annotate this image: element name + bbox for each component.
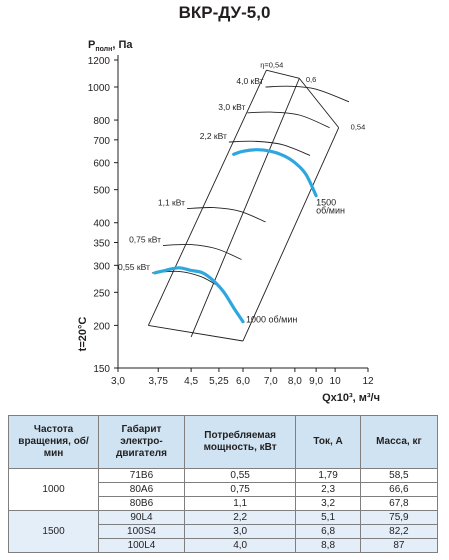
header-mass: Масса, кг bbox=[359, 415, 439, 469]
x-tick-label: 12 bbox=[362, 376, 374, 387]
curve-label: 1500 bbox=[316, 197, 336, 207]
cell-speed: 1000 bbox=[7, 468, 100, 511]
cell-motor: 80А6 bbox=[98, 482, 185, 497]
power-label: 4,0 кВт bbox=[236, 76, 263, 86]
curve-label: 1000 об/мин bbox=[246, 314, 297, 324]
power-line bbox=[187, 207, 266, 223]
speed-line bbox=[190, 78, 300, 338]
table-row: 100L4 4,0 8,8 87 bbox=[9, 538, 439, 553]
y-axis-title-unit: , Па bbox=[112, 39, 133, 51]
header-motor: Габарит электро-двигателя bbox=[98, 415, 185, 469]
performance-chart: 3,0 3,75 4,5 5,25 6,0 7,0 8,0 9,0 10 12 150 200 250 3… bbox=[77, 39, 380, 404]
curve-label: об/мин bbox=[316, 206, 345, 216]
cell-current: 1,79 bbox=[295, 468, 361, 483]
power-line bbox=[228, 140, 311, 156]
cell-motor: 100S4 bbox=[98, 524, 185, 539]
cell-current: 8,8 bbox=[295, 538, 361, 553]
page-title: ВКР-ДУ-5,0 bbox=[178, 3, 271, 22]
y-tick-label: 700 bbox=[93, 136, 110, 147]
cell-motor: 90L4 bbox=[98, 510, 185, 525]
y-tick-label: 150 bbox=[93, 364, 110, 375]
power-label: 3,0 кВт bbox=[218, 102, 245, 112]
cell-power: 1,1 bbox=[183, 496, 297, 511]
power-line bbox=[151, 270, 220, 287]
cell-current: 5,1 bbox=[295, 510, 361, 525]
power-label: 1,1 кВт bbox=[158, 198, 185, 208]
y-tick-label: 800 bbox=[93, 116, 110, 127]
y-tick-label: 600 bbox=[93, 159, 110, 170]
cell-power: 0,55 bbox=[183, 468, 297, 483]
cell-motor: 71В6 bbox=[98, 468, 185, 483]
x-tick-label: 10 bbox=[330, 376, 342, 387]
cell-speed: 1500 bbox=[7, 510, 100, 553]
y-tick-label: 1200 bbox=[88, 56, 111, 67]
power-label: 2,2 кВт bbox=[200, 131, 227, 141]
reference-lines bbox=[147, 69, 350, 342]
x-tick-label: 4,5 bbox=[184, 376, 198, 387]
power-label: 0,55 кВт bbox=[118, 262, 150, 272]
x-tick-label: 5,25 bbox=[209, 376, 229, 387]
cell-mass: 58,5 bbox=[359, 468, 439, 483]
y-tick-label: 350 bbox=[93, 239, 110, 250]
x-tick-label: 6,0 bbox=[236, 376, 250, 387]
x-tick-label: 3,0 bbox=[111, 376, 125, 387]
cell-current: 3,2 bbox=[295, 496, 361, 511]
series-curve-1000 bbox=[153, 266, 245, 324]
x-tick-label: 7,0 bbox=[264, 376, 278, 387]
x-tick-label: 3,75 bbox=[149, 376, 169, 387]
series-curve-1500 bbox=[232, 148, 318, 198]
header-current: Ток, А bbox=[295, 415, 361, 469]
cell-mass: 66,6 bbox=[359, 482, 439, 497]
y-tick-label: 500 bbox=[93, 186, 110, 197]
x-tick-label: 9,0 bbox=[309, 376, 323, 387]
table-row: 80А6 0,75 2,3 66,6 bbox=[9, 482, 439, 497]
power-line bbox=[247, 111, 330, 129]
table-row: 100S4 3,0 6,8 82,2 bbox=[9, 524, 439, 539]
chart-labels: 0,55 кВт 0,75 кВт 1,1 кВт 2,2 кВт 3,0 кВт 4,0… bbox=[118, 61, 365, 325]
cell-power: 0,75 bbox=[183, 482, 297, 497]
table-row: 1500 90L4 2,2 5,1 75,9 bbox=[7, 510, 439, 553]
x-tick-label: 8,0 bbox=[288, 376, 302, 387]
series-curves bbox=[153, 148, 318, 324]
spec-table: Частота вращения, об/мин Габарит электро… bbox=[7, 415, 439, 553]
cell-current: 2,3 bbox=[295, 482, 361, 497]
power-line bbox=[162, 244, 242, 260]
cell-power: 3,0 bbox=[183, 524, 297, 539]
y-tick-label: 1000 bbox=[88, 83, 111, 94]
speed-line bbox=[242, 127, 340, 342]
cell-power: 2,2 bbox=[183, 510, 297, 525]
cell-power: 4,0 bbox=[183, 538, 297, 553]
x-axis-title: Qx10³, м³/ч bbox=[322, 392, 380, 404]
table-row: 1000 71В6 0,55 1,79 58,5 bbox=[7, 468, 439, 511]
cell-mass: 87 bbox=[359, 538, 439, 553]
cell-motor: 100L4 bbox=[98, 538, 185, 553]
header-speed: Частота вращения, об/мин bbox=[7, 415, 100, 469]
efficiency-line bbox=[148, 324, 244, 342]
axes: 3,0 3,75 4,5 5,25 6,0 7,0 8,0 9,0 10 12 150 200 250 3… bbox=[77, 39, 380, 404]
table-row: 80В6 1,1 3,2 67,8 bbox=[9, 496, 439, 511]
y-tick-label: 250 bbox=[93, 288, 110, 299]
y-axis-title: Pполн, Па bbox=[88, 39, 133, 53]
power-label: 0,75 кВт bbox=[129, 234, 161, 244]
speed-line bbox=[147, 70, 267, 326]
table-header-row: Частота вращения, об/мин Габарит электро… bbox=[7, 415, 439, 469]
power-line bbox=[265, 85, 350, 103]
y-tick-label: 400 bbox=[93, 219, 110, 230]
header-power: Потребляемая мощность, кВт bbox=[183, 415, 297, 469]
y-tick-label: 200 bbox=[93, 321, 110, 332]
side-label: t=20°C bbox=[77, 317, 89, 352]
efficiency-line bbox=[266, 69, 300, 79]
efficiency-label: 0,54 bbox=[351, 123, 366, 132]
y-axis-title-main: P bbox=[88, 39, 95, 51]
y-axis-title-sub: полн bbox=[95, 46, 112, 53]
cell-current: 6,8 bbox=[295, 524, 361, 539]
efficiency-label: 0,6 bbox=[306, 75, 316, 84]
efficiency-line bbox=[298, 78, 340, 128]
efficiency-label: η=0,54 bbox=[260, 61, 283, 70]
cell-mass: 75,9 bbox=[359, 510, 439, 525]
y-tick-label: 300 bbox=[93, 261, 110, 272]
cell-mass: 67,8 bbox=[359, 496, 439, 511]
cell-mass: 82,2 bbox=[359, 524, 439, 539]
cell-motor: 80В6 bbox=[98, 496, 185, 511]
